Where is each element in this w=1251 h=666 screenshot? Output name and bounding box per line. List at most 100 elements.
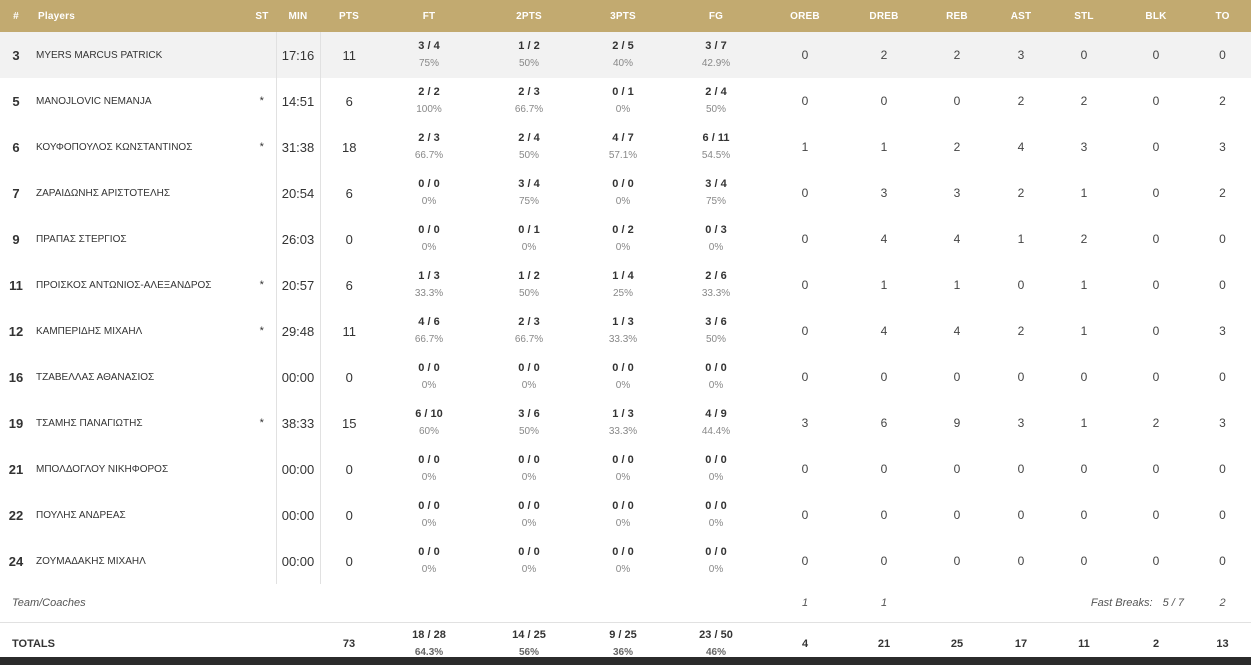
header-row: # Players ST MIN PTS FT 2PTS 3PTS FG OREB DREB REB A… [0,0,1251,32]
column-header-to[interactable]: TO [1215,10,1230,22]
player-name-link[interactable]: ΠΟΥΛΗΣ ΑΝΔΡΕΑΣ [36,509,126,521]
starter-mark: * [259,279,264,291]
player-name-link[interactable]: MYERS MARCUS PATRICK [36,49,163,61]
field-goals-pct: 0% [708,242,724,253]
column-header-min[interactable]: MIN [288,10,308,22]
stat-to: 0 [1219,278,1226,292]
player-number: 19 [8,415,24,431]
stat-blk: 0 [1152,462,1160,476]
points: 0 [345,553,353,569]
column-header-st[interactable]: ST [255,10,269,22]
column-header-fg[interactable]: FG [708,10,724,22]
two-pointers-pct: 0% [521,518,537,529]
player-name-link[interactable]: ΤΣΑΜΗΣ ΠΑΝΑΓΙΩΤΗΣ [36,417,143,429]
free-throws-made: 2 / 3 [418,132,440,144]
starter-mark [248,446,276,492]
player-name-link[interactable]: ΚΑΜΠΕΡΙΔΗΣ ΜΙΧΑΗΛ [36,325,143,337]
three-pointers-made: 0 / 0 [612,454,634,466]
field-goals: 0 / 0 0% [668,354,764,400]
totals-fg-made: 23 / 50 [699,629,733,642]
points: 0 [345,231,353,247]
stat-dreb: 0 [880,554,888,568]
stat-dreb: 6 [880,416,888,430]
table-row: 9 ΠΡΑΠΑΣ ΣΤΕΡΓΙΟΣ 26:03 0 0 / 0 0% 0 / 1 0% 0 / … [0,216,1251,262]
stat-to: 0 [1219,554,1226,568]
two-pointers-pct: 50% [518,426,539,437]
table-row: 11 ΠΡΟΙΣΚΟΣ ΑΝΤΩΝΙΟΣ-ΑΛΕΞΑΝΔΡΟΣ * 20:57 6 1 /… [0,262,1251,308]
field-goals-pct: 0% [708,564,724,575]
free-throws-pct: 0% [421,380,437,391]
stat-reb: 1 [953,278,961,292]
player-name-link[interactable]: ΤΖΑΒΕΛΛΑΣ ΑΘΑΝΑΣΙΟΣ [36,371,155,383]
stat-to: 0 [1219,462,1226,476]
minutes: 17:16 [275,32,321,78]
player-name-link[interactable]: ΖΑΡΑΙΔΩΝΗΣ ΑΡΙΣΤΟΤΕΛΗΣ [36,187,171,199]
totals-dreb: 21 [877,638,891,651]
three-pointers: 0 / 2 0% [578,216,668,262]
stat-reb: 0 [953,508,961,522]
two-pointers-made: 1 / 2 [518,40,540,52]
three-pointers-made: 1 / 4 [612,270,634,282]
player-name-link[interactable]: MANOJLOVIC NEMANJA [36,95,152,107]
column-header-ast[interactable]: AST [1010,10,1032,22]
column-header-pts[interactable]: PTS [338,10,360,22]
player-number: 24 [8,553,24,569]
column-header-players[interactable]: Players [38,10,75,22]
stat-dreb: 4 [880,232,888,246]
column-header-number[interactable]: # [13,10,19,22]
field-goals: 0 / 0 0% [668,492,764,538]
fast-breaks-value: 5 / 7 [1162,596,1184,609]
field-goals-made: 2 / 4 [705,86,727,98]
stat-reb: 2 [953,48,961,62]
stat-blk: 0 [1152,186,1160,200]
player-name-link[interactable]: ΜΠΟΛΔΟΓΛΟΥ ΝΙΚΗΦΟΡΟΣ [36,463,169,475]
stat-to: 2 [1219,186,1226,200]
stat-dreb: 0 [880,370,888,384]
stat-ast: 3 [1017,416,1025,430]
minutes: 00:00 [275,354,321,400]
three-pointers-pct: 33.3% [608,334,638,345]
free-throws-made: 0 / 0 [418,224,440,236]
three-pointers: 1 / 3 33.3% [578,400,668,446]
stat-dreb: 0 [880,94,888,108]
field-goals-pct: 0% [708,380,724,391]
column-header-oreb[interactable]: OREB [790,10,820,22]
team-dreb: 1 [880,596,888,609]
totals-ft-made: 18 / 28 [412,629,446,642]
column-header-3pts[interactable]: 3PTS [610,10,636,22]
free-throws-pct: 66.7% [414,334,444,345]
free-throws-pct: 0% [421,196,437,207]
field-goals: 3 / 4 75% [668,170,764,216]
player-number: 9 [12,231,20,247]
free-throws-pct: 0% [421,472,437,483]
stat-ast: 0 [1017,508,1025,522]
column-header-2pts[interactable]: 2PTS [516,10,542,22]
column-header-reb[interactable]: REB [946,10,968,22]
stat-ast: 3 [1017,48,1025,62]
stat-blk: 0 [1152,370,1160,384]
totals-2pts-made: 14 / 25 [512,629,546,642]
two-pointers-made: 2 / 4 [518,132,540,144]
stat-to: 2 [1219,94,1226,108]
column-header-dreb[interactable]: DREB [869,10,899,22]
stat-reb: 0 [953,462,961,476]
column-header-blk[interactable]: BLK [1145,10,1167,22]
column-header-ft[interactable]: FT [422,10,436,22]
player-name-link[interactable]: ΚΟΥΦΟΠΟΥΛΟΣ ΚΩΝΣΤΑΝΤΙΝΟΣ [36,141,193,153]
stat-oreb: 0 [801,324,809,338]
stat-reb: 4 [953,324,961,338]
field-goals: 2 / 6 33.3% [668,262,764,308]
player-name-link[interactable]: ΖΟΥΜΑΔΑΚΗΣ ΜΙΧΑΗΛ [36,555,146,567]
starter-mark [248,216,276,262]
free-throws-pct: 75% [418,58,439,69]
three-pointers: 4 / 7 57.1% [578,124,668,170]
player-name-link[interactable]: ΠΡΑΠΑΣ ΣΤΕΡΓΙΟΣ [36,233,127,245]
two-pointers-pct: 50% [518,150,539,161]
free-throws: 4 / 6 66.7% [378,308,480,354]
totals-oreb: 4 [801,638,809,651]
free-throws: 0 / 0 0% [378,170,480,216]
column-header-stl[interactable]: STL [1074,10,1094,22]
player-name-link[interactable]: ΠΡΟΙΣΚΟΣ ΑΝΤΩΝΙΟΣ-ΑΛΕΞΑΝΔΡΟΣ [36,279,212,291]
three-pointers-pct: 0% [615,564,631,575]
two-pointers-pct: 50% [518,58,539,69]
